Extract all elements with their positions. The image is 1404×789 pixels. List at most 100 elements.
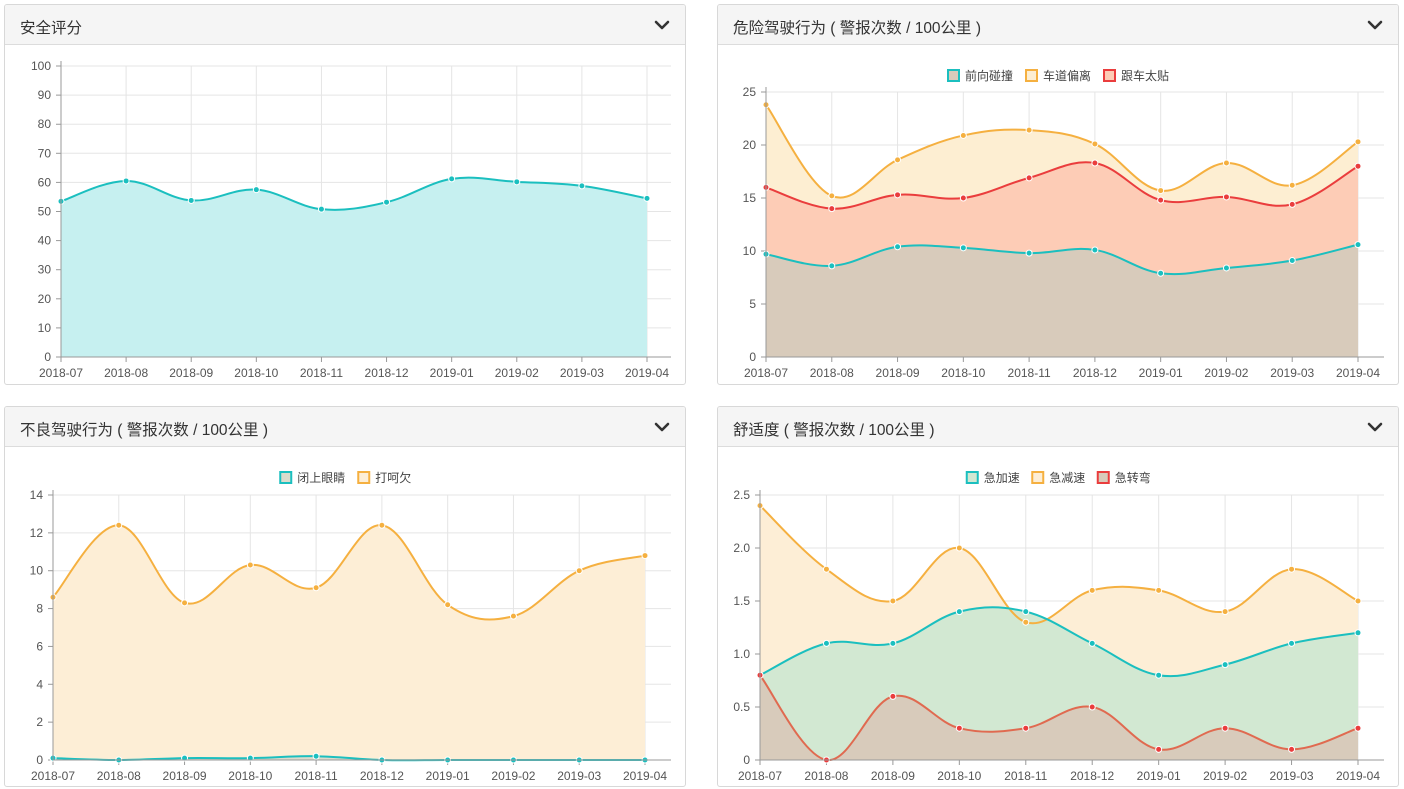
data-point[interactable] <box>1022 618 1030 626</box>
data-point[interactable] <box>641 552 649 560</box>
data-point[interactable] <box>955 544 963 552</box>
data-point[interactable] <box>1288 181 1296 189</box>
chevron-down-icon[interactable] <box>1366 418 1384 436</box>
data-point[interactable] <box>1221 661 1229 669</box>
data-point[interactable] <box>1022 608 1030 616</box>
data-point[interactable] <box>1288 639 1296 647</box>
data-point[interactable] <box>1288 200 1296 208</box>
data-point[interactable] <box>122 177 130 185</box>
x-tick-label: 2019-02 <box>491 769 535 783</box>
data-point[interactable] <box>383 198 391 206</box>
data-point[interactable] <box>1155 745 1163 753</box>
data-point[interactable] <box>1091 159 1099 167</box>
data-point[interactable] <box>1354 138 1362 146</box>
data-point[interactable] <box>889 597 897 605</box>
data-point[interactable] <box>1025 174 1033 182</box>
data-point[interactable] <box>448 175 456 183</box>
data-point[interactable] <box>513 178 521 186</box>
data-point[interactable] <box>252 186 260 194</box>
data-point[interactable] <box>1157 196 1165 204</box>
data-point[interactable] <box>889 692 897 700</box>
x-tick-label: 2019-02 <box>1203 769 1247 783</box>
chevron-down-icon[interactable] <box>653 16 671 34</box>
data-point[interactable] <box>1288 257 1296 265</box>
data-point[interactable] <box>1025 126 1033 134</box>
data-point[interactable] <box>444 601 452 609</box>
data-point[interactable] <box>1354 162 1362 170</box>
data-point[interactable] <box>828 262 836 270</box>
legend-item[interactable]: 跟车太贴 <box>1103 68 1169 83</box>
data-point[interactable] <box>187 196 195 204</box>
data-point[interactable] <box>1222 193 1230 201</box>
data-point[interactable] <box>889 639 897 647</box>
y-tick-label: 50 <box>38 205 52 219</box>
data-point[interactable] <box>1288 745 1296 753</box>
data-point[interactable] <box>575 567 583 575</box>
data-point[interactable] <box>312 752 320 760</box>
data-point[interactable] <box>1221 724 1229 732</box>
x-tick-label: 2018-12 <box>1073 366 1117 380</box>
data-point[interactable] <box>828 205 836 213</box>
x-tick-label: 2018-07 <box>39 366 83 380</box>
data-point[interactable] <box>1354 629 1362 637</box>
data-point[interactable] <box>894 156 902 164</box>
x-tick-label: 2018-08 <box>810 366 854 380</box>
data-point[interactable] <box>1157 187 1165 195</box>
data-point[interactable] <box>246 561 254 569</box>
y-tick-label: 60 <box>38 175 52 189</box>
data-point[interactable] <box>115 521 123 529</box>
data-point[interactable] <box>181 599 189 607</box>
data-point[interactable] <box>955 608 963 616</box>
x-tick-label: 2018-08 <box>97 769 141 783</box>
data-point[interactable] <box>1222 159 1230 167</box>
data-point[interactable] <box>578 182 586 190</box>
legend-item[interactable]: 急加速 <box>965 470 1020 485</box>
data-point[interactable] <box>1354 597 1362 605</box>
y-tick-label: 10 <box>743 244 757 258</box>
data-point[interactable] <box>312 584 320 592</box>
series-line-1 <box>765 104 1359 199</box>
data-point[interactable] <box>1025 249 1033 257</box>
data-point[interactable] <box>822 639 830 647</box>
y-tick-label: 10 <box>38 321 52 335</box>
data-point[interactable] <box>828 192 836 200</box>
data-point[interactable] <box>1222 264 1230 272</box>
series-line-0 <box>765 243 1359 276</box>
data-point[interactable] <box>643 194 651 202</box>
data-point[interactable] <box>1221 608 1229 616</box>
legend-item[interactable]: 急减速 <box>1031 470 1085 485</box>
chevron-down-icon[interactable] <box>1366 16 1384 34</box>
data-point[interactable] <box>1088 639 1096 647</box>
data-point[interactable] <box>1022 724 1030 732</box>
data-point[interactable] <box>1091 140 1099 148</box>
data-point[interactable] <box>1155 586 1163 594</box>
legend-label: 闭上眼睛 <box>297 471 345 485</box>
data-point[interactable] <box>1288 565 1296 573</box>
data-point[interactable] <box>1091 246 1099 254</box>
data-point[interactable] <box>509 612 517 620</box>
data-point[interactable] <box>1157 269 1165 277</box>
legend-item[interactable]: 前向碰撞 <box>947 68 1013 83</box>
data-point[interactable] <box>959 131 967 139</box>
chevron-down-icon[interactable] <box>653 418 671 436</box>
data-point[interactable] <box>959 194 967 202</box>
data-point[interactable] <box>378 521 386 529</box>
legend-item[interactable]: 车道偏离 <box>1025 68 1091 83</box>
data-point[interactable] <box>1155 671 1163 679</box>
data-point[interactable] <box>1088 703 1096 711</box>
data-point[interactable] <box>959 244 967 252</box>
legend-item[interactable]: 闭上眼睛 <box>279 471 345 485</box>
legend-item[interactable]: 打呵欠 <box>357 470 411 485</box>
data-point[interactable] <box>317 205 325 213</box>
legend-item[interactable]: 急转弯 <box>1096 470 1151 485</box>
data-point[interactable] <box>894 191 902 199</box>
data-point[interactable] <box>955 724 963 732</box>
data-point[interactable] <box>1354 724 1362 732</box>
series-line-0 <box>60 176 648 211</box>
data-point[interactable] <box>1354 241 1362 249</box>
data-point[interactable] <box>1088 586 1096 594</box>
data-point[interactable] <box>894 243 902 251</box>
legend-swatch <box>279 471 293 484</box>
y-tick-label: 70 <box>38 146 52 160</box>
data-point[interactable] <box>822 565 830 573</box>
